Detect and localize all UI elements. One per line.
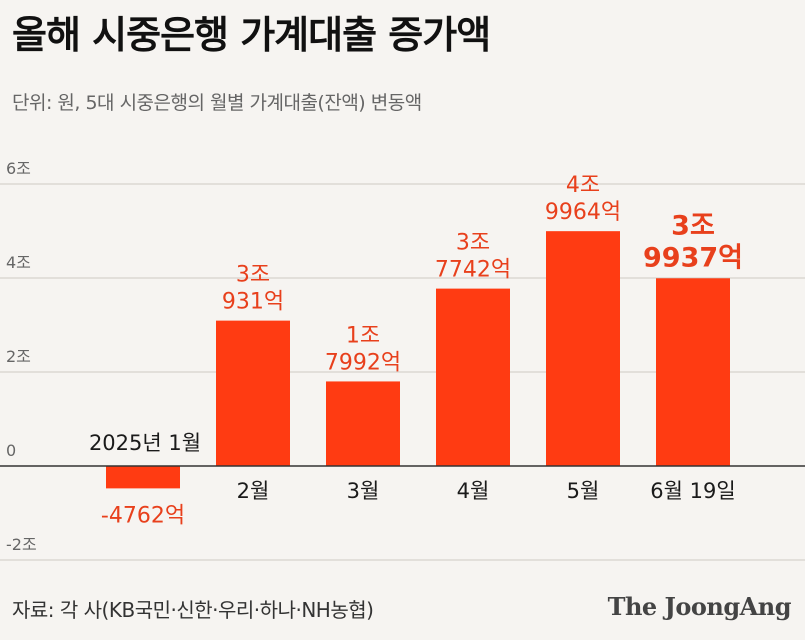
y-tick-label: 0 — [6, 441, 16, 460]
data-label: 3조 — [456, 231, 490, 256]
y-axis-ticks: -2조 0 2조 4조 6조 — [6, 159, 37, 554]
data-label: 931억 — [222, 290, 284, 315]
publisher-logo: The JoongAng — [607, 592, 792, 621]
category-label: 3월 — [347, 479, 380, 503]
bars — [106, 231, 730, 489]
chart-subtitle: 단위: 원, 5대 시중은행의 월별 가계대출(잔액) 변동액 — [12, 92, 422, 114]
data-label: 9937억 — [643, 242, 743, 273]
bar — [546, 231, 620, 466]
category-label: 6월 19일 — [650, 479, 735, 503]
category-label: 4월 — [457, 479, 490, 503]
y-tick-label: -2조 — [6, 535, 37, 554]
category-label: 2월 — [237, 479, 270, 503]
bar — [216, 320, 290, 466]
data-label: 7742억 — [435, 258, 511, 283]
data-label: 3조 — [671, 210, 715, 241]
y-tick-label: 2조 — [6, 347, 31, 366]
bar — [326, 381, 400, 466]
category-label: 2025년 1월 — [89, 431, 201, 455]
bar — [106, 466, 180, 489]
category-labels: 2025년 1월 2월 3월 4월 5월 6월 19일 — [89, 431, 736, 503]
chart-title: 올해 시중은행 가계대출 증가액 — [12, 13, 491, 57]
data-label: 1조 — [346, 323, 380, 348]
data-label: 3조 — [236, 263, 270, 288]
source-note: 자료: 각 사(KB국민·신한·우리·하나·NH농협) — [12, 598, 374, 622]
data-label: 7992억 — [325, 350, 401, 375]
data-label: 4조 — [566, 173, 600, 198]
y-tick-label: 6조 — [6, 159, 31, 178]
bar — [436, 288, 510, 466]
data-label: 9964억 — [545, 200, 621, 225]
y-tick-label: 4조 — [6, 253, 31, 272]
bar — [656, 278, 730, 466]
data-label: -4762억 — [101, 503, 185, 528]
category-label: 5월 — [567, 479, 600, 503]
